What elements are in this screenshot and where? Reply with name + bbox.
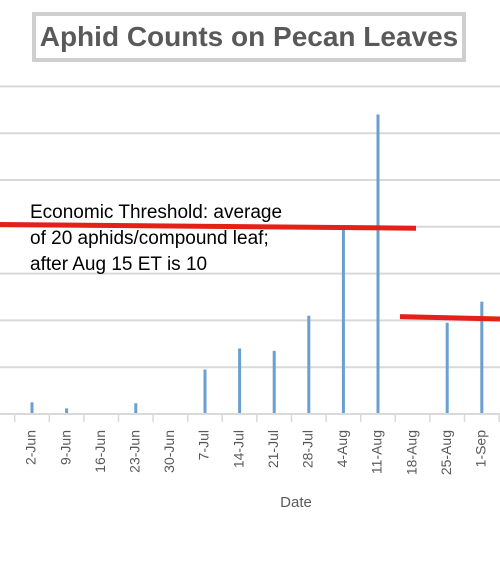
x-tick-label-25-Aug: 25-Aug — [438, 430, 454, 475]
x-tick-label-21-Jul: 21-Jul — [265, 430, 281, 468]
x-tick-label-2-Jun: 2-Jun — [23, 430, 39, 465]
x-tick-label-23-Jun: 23-Jun — [127, 430, 143, 473]
bar-28-Jul — [307, 315, 311, 414]
x-axis — [0, 413, 500, 422]
x-tick-label-30-Jun: 30-Jun — [161, 430, 177, 473]
bar-4-Aug — [341, 226, 345, 414]
bar-7-Jul — [203, 369, 207, 414]
x-tick-label-1-Sep: 1-Sep — [473, 430, 489, 468]
x-tick-label-4-Aug: 4-Aug — [334, 430, 350, 467]
bar-1-Sep — [480, 301, 484, 414]
threshold-line-1 — [0, 221, 417, 231]
x-tick-label-9-Jun: 9-Jun — [57, 430, 73, 465]
x-tick-label-16-Jun: 16-Jun — [92, 430, 108, 473]
x-tick-label-28-Jul: 28-Jul — [300, 430, 316, 468]
bars — [30, 114, 484, 414]
x-axis-label: Date — [280, 494, 312, 511]
bar-23-Jun — [134, 403, 138, 414]
threshold-lines — [0, 221, 500, 322]
threshold-line-2 — [399, 314, 500, 322]
x-tick-label-7-Jul: 7-Jul — [196, 430, 212, 460]
bar-21-Jul — [272, 350, 276, 414]
chart-title-box: Aphid Counts on Pecan Leaves — [32, 12, 466, 62]
bar-2-Jun — [30, 402, 34, 414]
x-tick-labels: 2-Jun 9-Jun 16-Jun 23-Jun 30-Jun 7-Jul 14-Jul 2… — [23, 430, 489, 475]
threshold-annotation: Economic Threshold: average of 20 aphids… — [30, 200, 330, 278]
x-tick-label-14-Jul: 14-Jul — [230, 430, 246, 468]
x-tick-label-11-Aug: 11-Aug — [369, 430, 385, 474]
bar-11-Aug — [376, 114, 380, 414]
annotation-line-3: after Aug 15 ET is 10 — [30, 254, 208, 275]
annotation-line-1: Economic Threshold: average — [30, 202, 283, 223]
bar-25-Aug — [445, 322, 449, 414]
x-tick-label-18-Aug: 18-Aug — [403, 430, 419, 475]
bar-14-Jul — [238, 348, 242, 414]
annotation-line-2: of 20 aphids/compound leaf; — [30, 228, 269, 249]
chart-title: Aphid Counts on Pecan Leaves — [39, 21, 459, 52]
bar-9-Jun — [65, 408, 69, 414]
